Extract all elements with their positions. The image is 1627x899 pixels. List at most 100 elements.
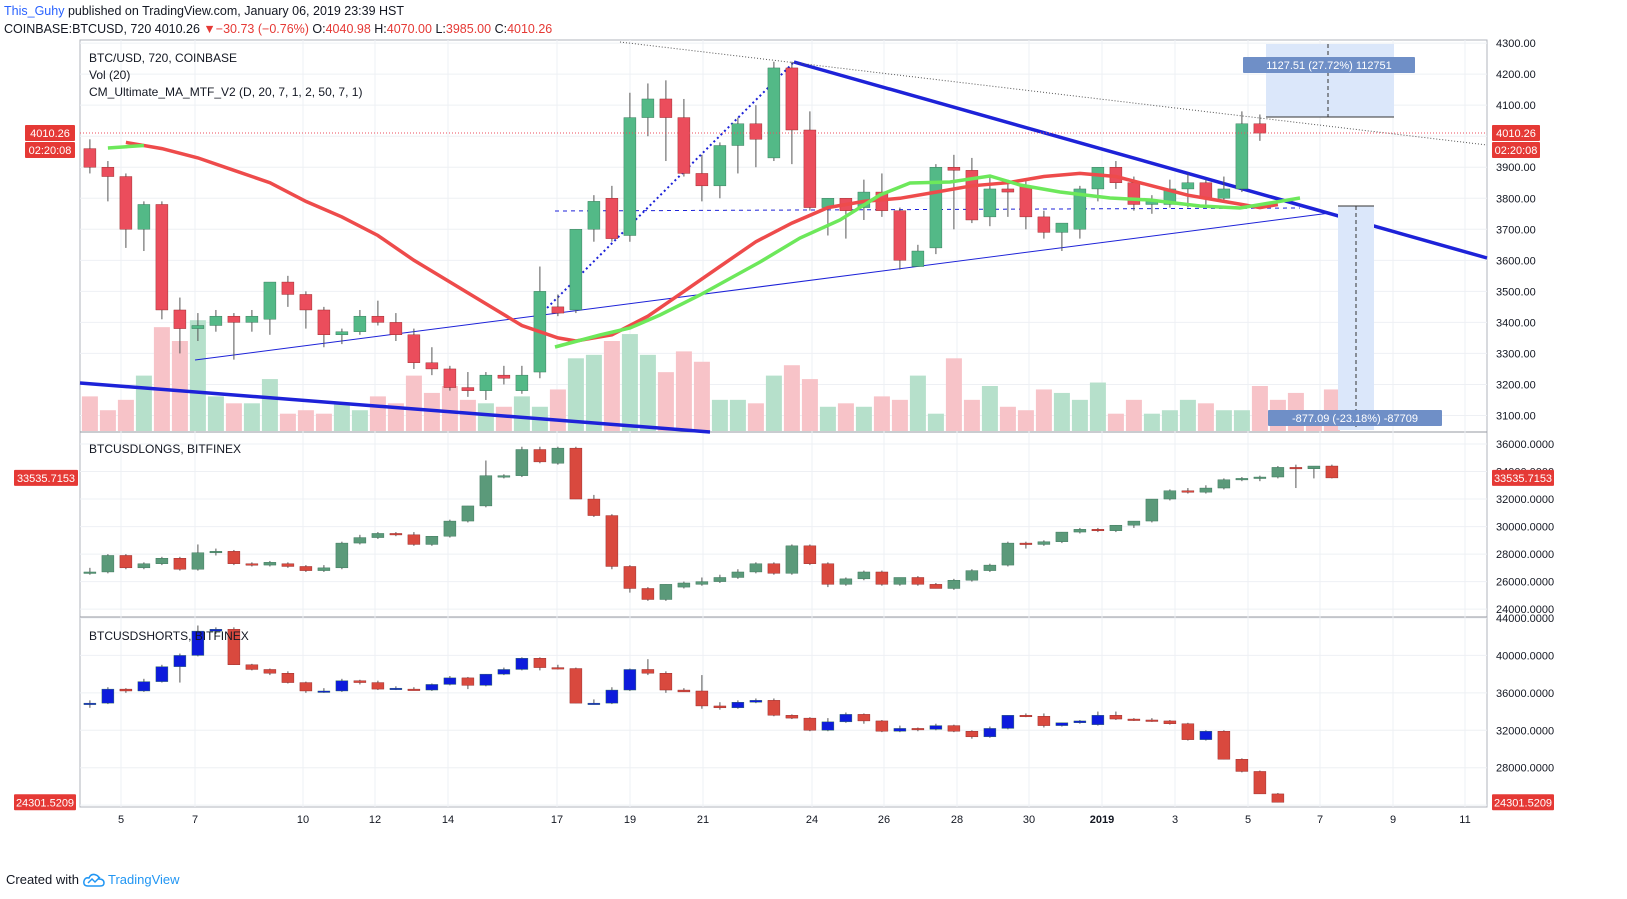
ma-green-line	[107, 143, 145, 150]
candle-body	[371, 682, 385, 690]
candle-body	[83, 571, 97, 574]
volume-bar	[189, 320, 206, 431]
author-link[interactable]: This_Guhy	[4, 4, 65, 18]
volume-bar	[441, 386, 458, 431]
x-tick-label: 5	[118, 814, 124, 826]
volume-bar	[639, 354, 656, 431]
candle-body	[101, 688, 115, 704]
volume-bar	[333, 403, 350, 431]
candle-body	[227, 315, 241, 323]
candle-body	[623, 566, 637, 589]
last-price-tag: 4010.26	[1496, 128, 1536, 140]
volume-bar	[171, 341, 188, 431]
candle-body	[911, 250, 925, 267]
volume-bar	[1197, 403, 1214, 431]
candle-body	[587, 702, 601, 705]
y-tick-label: 4100.00	[1496, 100, 1536, 112]
close-label: C:	[494, 22, 508, 36]
candle-body	[1217, 479, 1231, 489]
candle-body	[335, 542, 349, 569]
candle-body	[83, 702, 97, 705]
volume-bar	[513, 396, 530, 431]
candle-body	[713, 577, 727, 582]
countdown-tag-left: 02:20:08	[29, 145, 72, 157]
candle-body	[1199, 731, 1213, 740]
candle-body	[965, 570, 979, 581]
candle-body	[785, 67, 799, 131]
shorts-last-tag-bg	[1492, 794, 1554, 811]
x-tick-label: 28	[951, 814, 963, 826]
candle-body	[389, 322, 403, 336]
high-value: 4070.00	[386, 22, 432, 36]
x-tick-label: 5	[1245, 814, 1251, 826]
candle-body	[1145, 719, 1159, 722]
volume-bar	[567, 358, 584, 431]
candle-body	[281, 281, 295, 295]
volume-bar	[945, 358, 962, 431]
candle-body	[1091, 167, 1105, 190]
candle-body	[227, 629, 241, 665]
candle-body	[893, 728, 907, 732]
candle-body	[1163, 490, 1177, 500]
volume-bar	[405, 375, 422, 431]
low-value: 3985.00	[445, 22, 492, 36]
volume-bar	[279, 413, 296, 431]
candle-body	[407, 534, 421, 545]
volume-bar	[873, 396, 890, 431]
countdown-tag-bg	[1492, 142, 1540, 159]
candle-body	[569, 447, 583, 500]
last-price-tag-bg	[1492, 125, 1540, 142]
candle-body	[587, 201, 601, 230]
candle-body	[263, 281, 277, 320]
trendline-support	[194, 212, 1331, 361]
candle-body	[1127, 718, 1141, 721]
trendline-lower	[79, 381, 711, 434]
y-tick-label: 4200.00	[1496, 69, 1536, 81]
candle-body	[839, 578, 853, 585]
brand-text: TradingView	[107, 872, 180, 887]
candle-body	[173, 558, 187, 570]
candle-body	[623, 117, 637, 236]
candle-body	[1073, 720, 1087, 723]
x-tick-label: 10	[297, 814, 309, 826]
volume-bar	[585, 354, 602, 431]
tradingview-logo[interactable]: TradingView	[83, 872, 180, 887]
candle-body	[1181, 182, 1195, 190]
candle-body	[497, 374, 511, 379]
candle-body	[929, 167, 943, 249]
candle-body	[1091, 715, 1105, 725]
candle-body	[911, 728, 925, 731]
candle-body	[983, 188, 997, 218]
candle-body	[119, 176, 133, 230]
volume-bar	[981, 386, 998, 431]
x-tick-label: 19	[624, 814, 636, 826]
candle-body	[515, 658, 529, 670]
candle-body	[389, 533, 403, 536]
y-tick-label: 3300.00	[1496, 348, 1536, 360]
candle-body	[83, 148, 97, 168]
candle-body	[227, 551, 241, 564]
candle-body	[857, 714, 871, 722]
candle-body	[461, 677, 475, 686]
volume-bar	[207, 396, 224, 431]
volume-bar	[783, 365, 800, 431]
volume-bar	[675, 351, 692, 431]
candle-body	[209, 629, 223, 632]
longs-last-tag: 33535.7153	[1494, 473, 1552, 485]
candle-body	[299, 294, 313, 311]
candle-body	[1271, 793, 1285, 803]
indicator-vol: Vol (20)	[89, 68, 130, 82]
candle-body	[137, 204, 151, 230]
candle-body	[551, 306, 565, 314]
candle-body	[1271, 467, 1285, 478]
candle-body	[1019, 542, 1033, 545]
ma-red-line	[125, 140, 1279, 343]
candle-body	[965, 170, 979, 221]
candle-body	[497, 669, 511, 675]
candle-body	[893, 210, 907, 261]
candle-body	[749, 123, 763, 140]
last-price-tag-left-bg	[25, 125, 75, 142]
candle-body	[443, 368, 457, 388]
x-tick-label: 24	[806, 814, 818, 826]
